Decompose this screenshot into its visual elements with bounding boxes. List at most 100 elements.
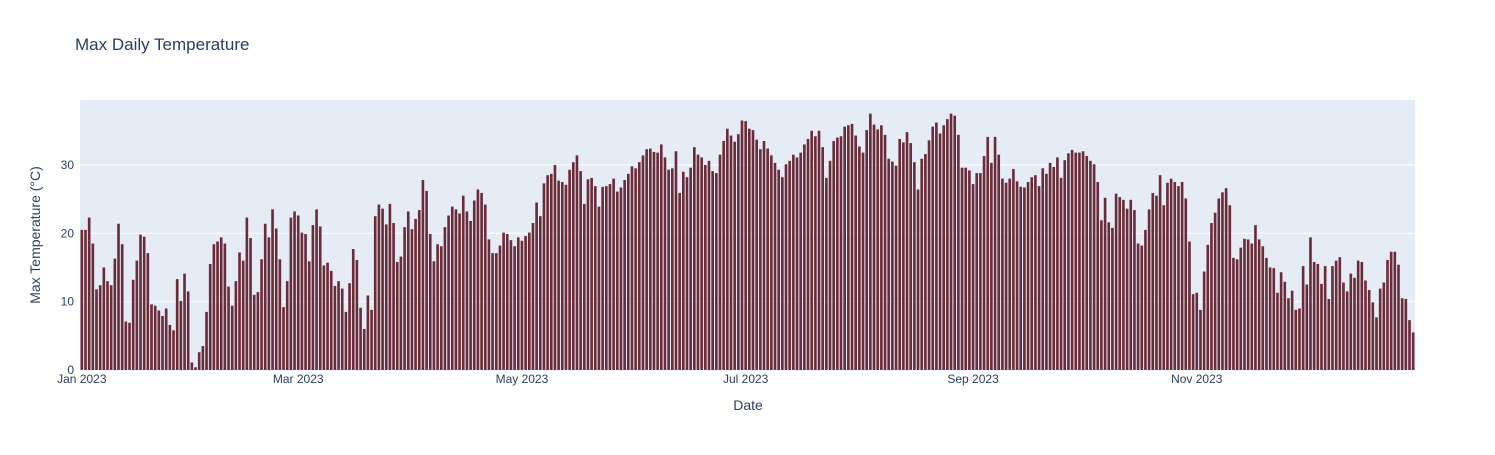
x-tick-label: Mar 2023 [273, 372, 324, 386]
bar [942, 125, 946, 370]
bar [425, 190, 428, 370]
bar [1180, 182, 1184, 370]
bar [1265, 257, 1268, 370]
bar [913, 162, 916, 370]
bar [1345, 291, 1349, 370]
bar [175, 279, 179, 370]
bar [186, 291, 190, 370]
bar [183, 273, 186, 370]
bar [759, 149, 762, 370]
x-axis-label: Date [733, 397, 763, 413]
bar [1272, 268, 1276, 370]
bar [766, 148, 769, 370]
bar [597, 206, 601, 370]
bar [161, 316, 164, 370]
bar [953, 115, 957, 370]
bar [1056, 157, 1059, 370]
bar [1257, 239, 1261, 370]
bar [1279, 272, 1283, 370]
bar [1169, 178, 1173, 370]
bar [1122, 199, 1125, 370]
bar [670, 168, 674, 370]
bar [329, 270, 333, 370]
bar [579, 171, 582, 370]
bar [861, 152, 865, 370]
bar [337, 281, 340, 370]
bar [924, 154, 927, 370]
bar [1030, 177, 1034, 370]
bar [436, 244, 439, 370]
bar [704, 164, 707, 370]
bar [711, 171, 714, 370]
bar [1037, 186, 1041, 370]
bar [549, 173, 553, 370]
bar [1400, 298, 1404, 370]
bar [729, 135, 733, 370]
bar [1217, 198, 1221, 370]
bar [810, 130, 813, 370]
bar [560, 182, 564, 370]
bar [1026, 182, 1030, 370]
bar [113, 258, 117, 370]
bar [949, 113, 953, 371]
bar [414, 218, 417, 370]
bar [707, 160, 711, 370]
bar [689, 167, 692, 370]
bar [483, 204, 487, 370]
bar [715, 173, 718, 370]
bar [509, 240, 513, 370]
bar [516, 237, 520, 370]
bar [696, 154, 700, 370]
bar [1052, 166, 1056, 370]
x-tick-label: May 2023 [496, 372, 549, 386]
bar [216, 241, 219, 370]
bar [927, 140, 931, 370]
bar [1096, 182, 1100, 370]
bar [168, 324, 172, 370]
bar [406, 211, 410, 370]
bar [726, 128, 729, 370]
bar [157, 310, 161, 370]
bar [847, 125, 850, 370]
bar [1221, 192, 1224, 370]
bar [986, 136, 990, 370]
bar [898, 138, 902, 370]
bar [1129, 199, 1133, 370]
bar [557, 180, 560, 370]
bar [795, 157, 799, 370]
bar [256, 292, 260, 370]
bar [1034, 175, 1037, 370]
bar [575, 155, 579, 370]
bar [960, 167, 964, 370]
bar [179, 300, 183, 370]
bar [1375, 317, 1378, 370]
bar [1151, 192, 1155, 370]
bar [223, 243, 227, 370]
bar [80, 229, 84, 370]
y-tick-label: 10 [61, 295, 75, 309]
bar [935, 122, 938, 370]
bar [630, 166, 634, 370]
bar [403, 227, 406, 370]
bar [964, 167, 968, 370]
bar [1316, 264, 1320, 370]
bar [234, 281, 238, 370]
bar [355, 259, 359, 370]
bar [1393, 251, 1397, 370]
bar [230, 305, 234, 370]
bar [751, 130, 755, 370]
bar [1378, 288, 1382, 370]
bar [1287, 298, 1290, 370]
bar [667, 169, 670, 370]
bar [773, 162, 777, 370]
bar [1147, 209, 1151, 370]
bar [1371, 302, 1375, 370]
bar [634, 168, 637, 370]
bar [300, 232, 304, 370]
bar [315, 209, 318, 370]
x-tick-label: Nov 2023 [1171, 372, 1223, 386]
bar [219, 237, 223, 370]
bar [1290, 290, 1294, 370]
bar [91, 243, 95, 370]
bar [142, 236, 146, 370]
